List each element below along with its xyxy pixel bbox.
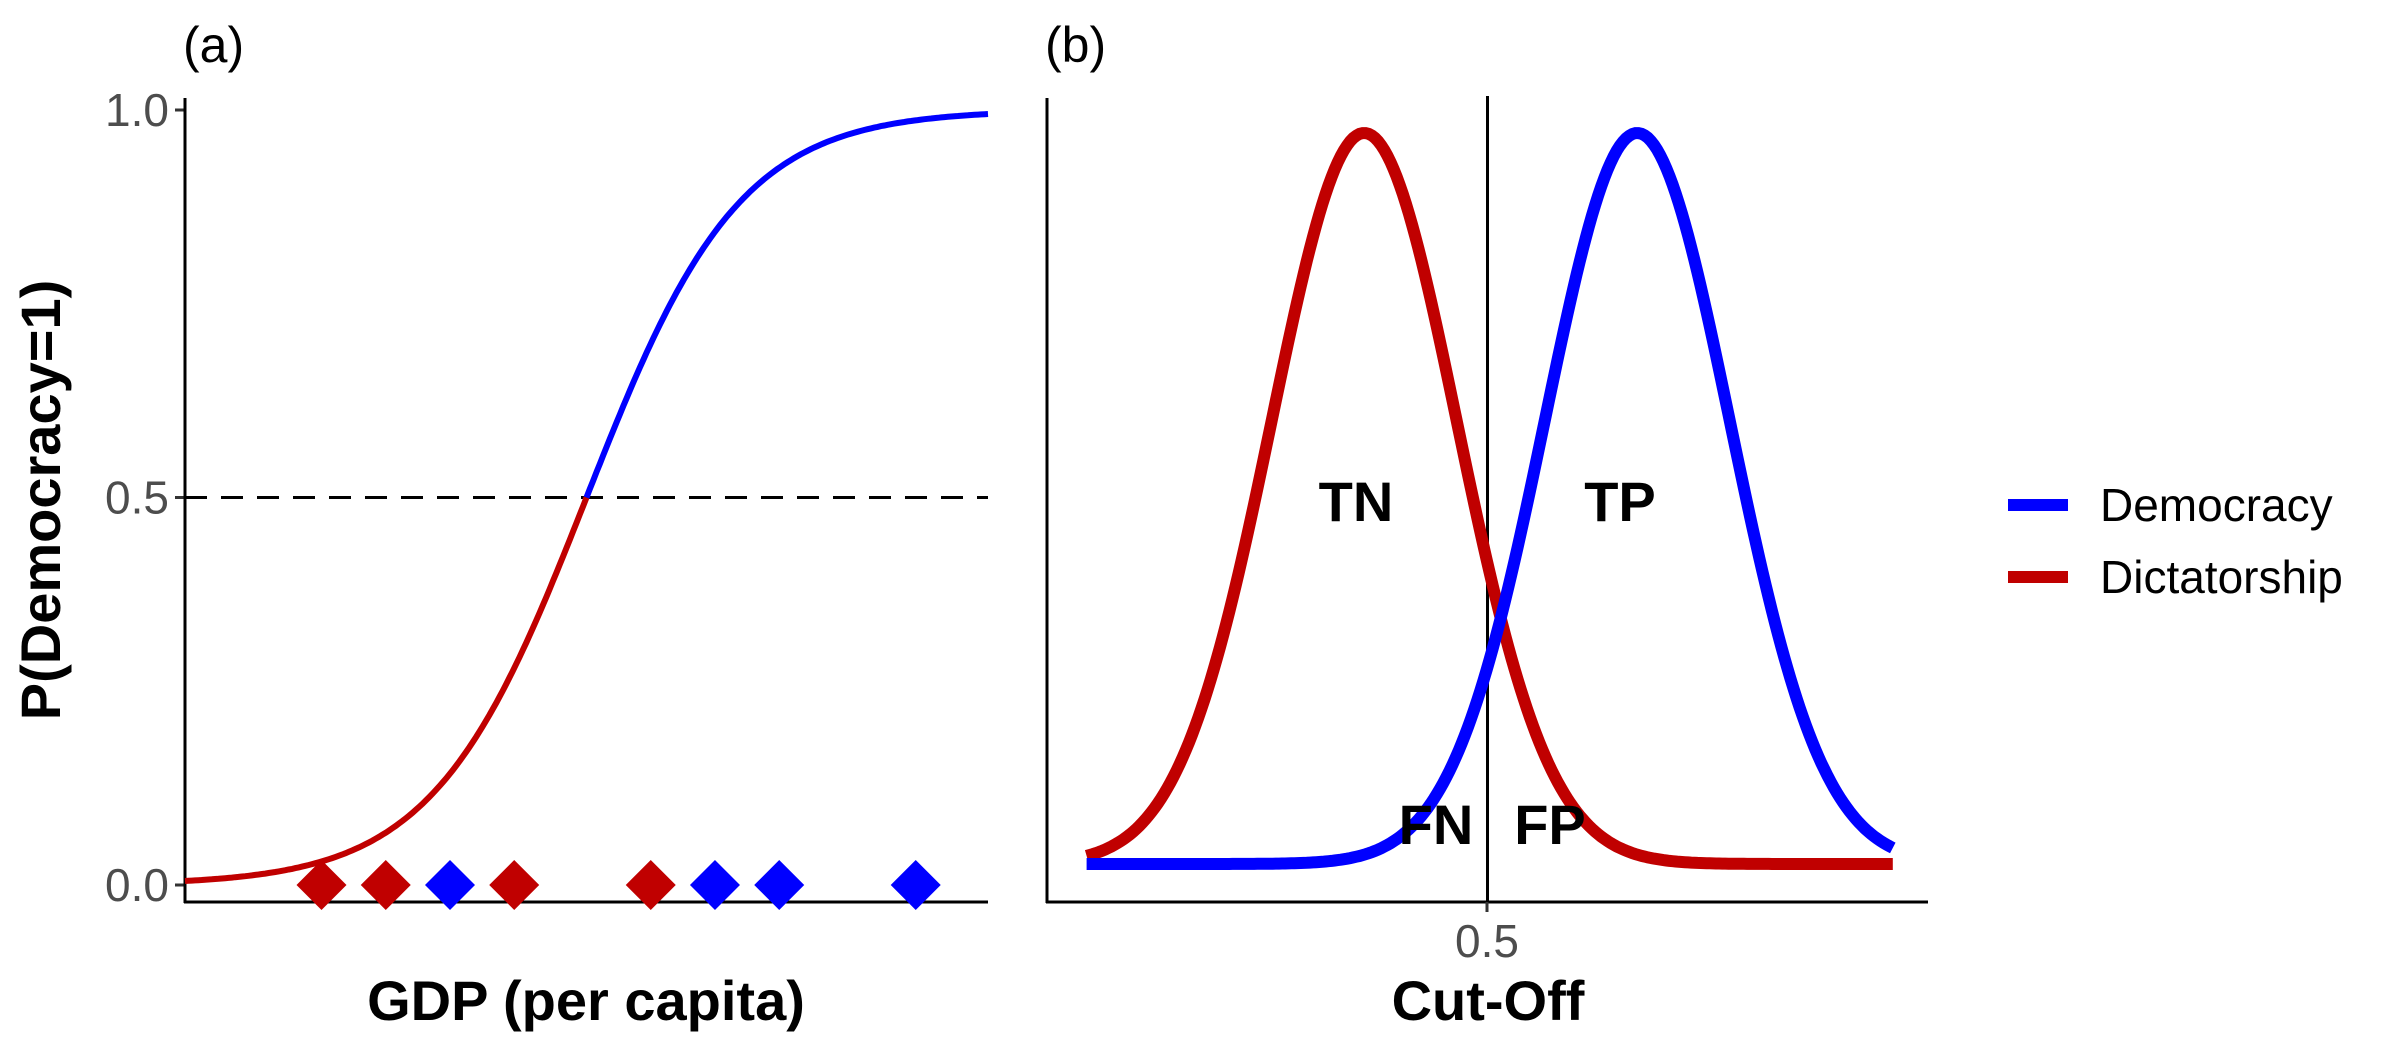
panel-b-label: (b) bbox=[1045, 17, 1106, 73]
logistic-curve-democracy bbox=[583, 111, 989, 499]
observation-point-democracy bbox=[424, 860, 475, 910]
panel-a-label: (a) bbox=[183, 17, 244, 73]
region-label-tn: TN bbox=[1319, 470, 1394, 533]
legend-label-democracy: Democracy bbox=[2100, 479, 2333, 531]
panel-a-y-tick-label: 0.0 bbox=[105, 859, 169, 911]
panel-b-x-tick-label: 0.5 bbox=[1455, 915, 1519, 967]
region-label-fn: FN bbox=[1399, 793, 1474, 856]
panel-a-y-ticks: 0.0 0.5 1.0 bbox=[105, 84, 185, 911]
region-label-tp: TP bbox=[1584, 470, 1656, 533]
observation-point-dictatorship bbox=[489, 860, 540, 910]
panel-b-x-title: Cut-Off bbox=[1392, 969, 1585, 1032]
logistic-curve-dictatorship bbox=[184, 496, 590, 884]
legend-label-dictatorship: Dictatorship bbox=[2100, 551, 2343, 603]
observation-point-democracy bbox=[890, 860, 941, 910]
density-curve-democracy bbox=[1086, 127, 1896, 870]
observation-point-dictatorship bbox=[360, 860, 411, 910]
region-label-fp: FP bbox=[1514, 793, 1586, 856]
panel-a: (a) 0.0 0.5 1.0 GDP (per capita) P(Democra… bbox=[9, 17, 989, 1032]
panel-a-x-title: GDP (per capita) bbox=[367, 969, 805, 1032]
panel-a-y-title: P(Democracy=1) bbox=[9, 280, 72, 720]
legend: Democracy Dictatorship bbox=[2008, 479, 2343, 603]
observation-point-dictatorship bbox=[625, 860, 676, 910]
panel-a-y-tick-label: 0.5 bbox=[105, 472, 169, 524]
panel-b: (b) TN TP FN FP 0.5 Cut-Off bbox=[1045, 17, 1928, 1032]
observation-point-democracy bbox=[754, 860, 805, 910]
observation-point-democracy bbox=[689, 860, 740, 910]
observation-points bbox=[296, 860, 941, 910]
observation-point-dictatorship bbox=[296, 860, 347, 910]
density-curve-dictatorship bbox=[1084, 127, 1893, 870]
panel-a-y-tick-label: 1.0 bbox=[105, 84, 169, 136]
